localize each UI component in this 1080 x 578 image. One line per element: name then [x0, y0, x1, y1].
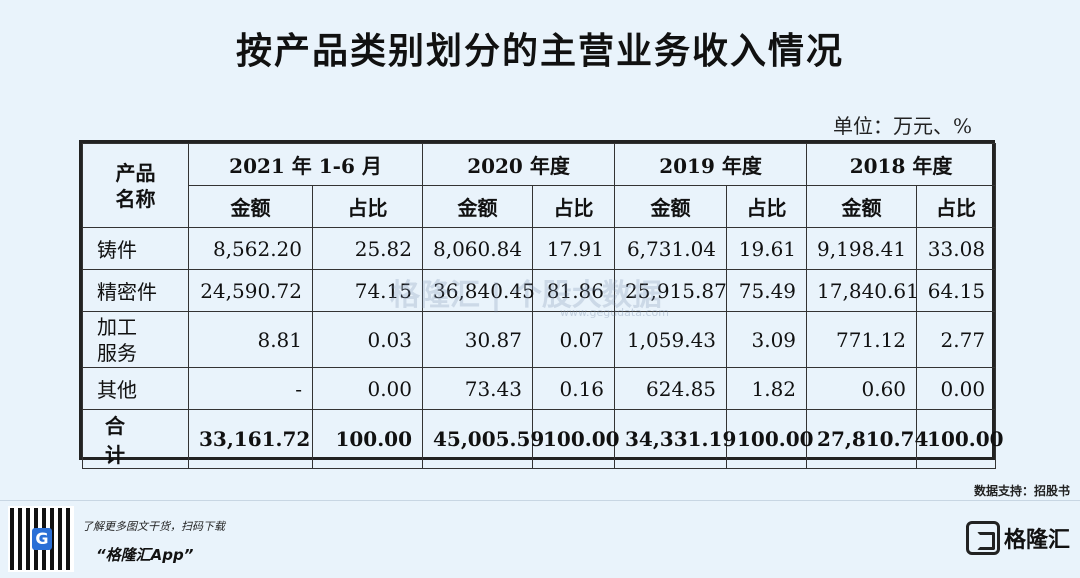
- table-cell: 25,915.87: [614, 269, 728, 312]
- watermark-url: www.gegudata.com: [560, 306, 669, 319]
- table-cell: 25.82: [312, 227, 423, 270]
- brand-logo-icon: [965, 521, 1000, 555]
- table-cell: 75.49: [726, 269, 808, 312]
- table-cell: 33,161.72: [188, 409, 313, 469]
- table-cell: 30.87: [422, 311, 533, 368]
- table-cell: 0.00: [312, 367, 423, 410]
- table-cell: 27,810.74: [806, 409, 928, 469]
- source-label: 数据支持：招股书: [973, 484, 1070, 498]
- table-cell: 24,590.72: [188, 269, 313, 312]
- table-cell: 0.60: [806, 367, 918, 410]
- amount-header: 金额: [188, 185, 313, 228]
- table-cell: 17,840.61: [806, 269, 919, 312]
- table-row: 加工 服务 8.81 0.03 30.87 0.07 1,059.43 3.09…: [82, 311, 997, 368]
- table-cell: 8,060.84: [422, 227, 533, 270]
- table-cell: 36,840.45: [422, 269, 535, 312]
- amount-header: 金额: [422, 185, 533, 228]
- table-cell: 73.43: [422, 367, 533, 410]
- table-cell: 0.00: [916, 367, 997, 410]
- table-cell: 100.00: [916, 409, 1004, 469]
- table-cell: 8.81: [188, 311, 313, 368]
- period-header: 2021 年 1-6 月: [188, 143, 423, 186]
- ratio-header: 占比: [312, 185, 423, 228]
- brand-name: 格隆汇: [1003, 528, 1070, 553]
- unit-label: 单位：万元、%: [832, 114, 972, 138]
- table-cell: 0.16: [531, 367, 616, 410]
- promo-text: 了解更多图文干货，扫码下载: [82, 520, 225, 533]
- total-row: 合 计 33,161.72 100.00 45,005.59 100.00 34…: [82, 409, 1004, 469]
- period-header: 2018 年度: [806, 143, 997, 186]
- table-row: 其他 - 0.00 73.43 0.16 624.85 1.82 0.60 0.…: [82, 367, 997, 410]
- table-cell: 624.85: [614, 367, 728, 410]
- table-cell: 1,059.43: [614, 311, 728, 368]
- table-cell: 1.82: [726, 367, 808, 410]
- row-name: 加工 服务: [82, 311, 189, 368]
- revenue-table: 产品 名称 2021 年 1-6 月 2020 年度 2019 年度 2018 …: [79, 140, 1004, 469]
- table-cell: 0.03: [312, 311, 423, 368]
- product-name-header: 产品 名称: [82, 143, 189, 228]
- table-cell: 19.61: [726, 227, 808, 270]
- table-cell: 100.00: [312, 409, 423, 469]
- table-row: 精密件 24,590.72 74.15 36,840.45 81.86 25,9…: [82, 269, 997, 312]
- table-row: 铸件 8,562.20 25.82 8,060.84 17.91 6,731.0…: [82, 227, 997, 270]
- period-header: 2019 年度: [614, 143, 808, 186]
- table-cell: 33.08: [916, 227, 997, 270]
- table-cell: 2.77: [916, 311, 997, 368]
- ratio-header: 占比: [916, 185, 997, 228]
- footer-divider: [0, 500, 1080, 501]
- period-header: 2020 年度: [421, 143, 616, 186]
- table-cell: 34,331.19: [614, 409, 736, 469]
- table-cell: 8,562.20: [188, 227, 313, 270]
- table-cell: 100.00: [726, 409, 814, 469]
- row-name: 精密件: [82, 269, 189, 312]
- page-title: 按产品类别划分的主营业务收入情况: [235, 31, 844, 72]
- app-name: “格隆汇App”: [96, 546, 194, 564]
- table-cell: -: [188, 367, 313, 410]
- ratio-header: 占比: [531, 185, 616, 228]
- amount-header: 金额: [806, 185, 918, 228]
- total-label: 合 计: [82, 409, 189, 469]
- table-cell: 9,198.41: [806, 227, 918, 270]
- qr-code-icon[interactable]: [8, 506, 74, 572]
- amount-header: 金额: [614, 185, 728, 228]
- table-cell: 74.15: [312, 269, 423, 312]
- brand-logo: 格隆汇: [965, 518, 1070, 558]
- table-cell: 45,005.59: [422, 409, 544, 469]
- table-cell: 81.86: [531, 269, 616, 312]
- table-cell: 17.91: [531, 227, 616, 270]
- table-cell: 100.00: [531, 409, 620, 469]
- table-cell: 3.09: [726, 311, 808, 368]
- table-cell: 771.12: [806, 311, 918, 368]
- table-cell: 64.15: [916, 269, 997, 312]
- table-cell: 0.07: [531, 311, 616, 368]
- table-cell: 6,731.04: [614, 227, 728, 270]
- row-name: 其他: [82, 367, 189, 410]
- row-name: 铸件: [82, 227, 189, 270]
- ratio-header: 占比: [726, 185, 808, 228]
